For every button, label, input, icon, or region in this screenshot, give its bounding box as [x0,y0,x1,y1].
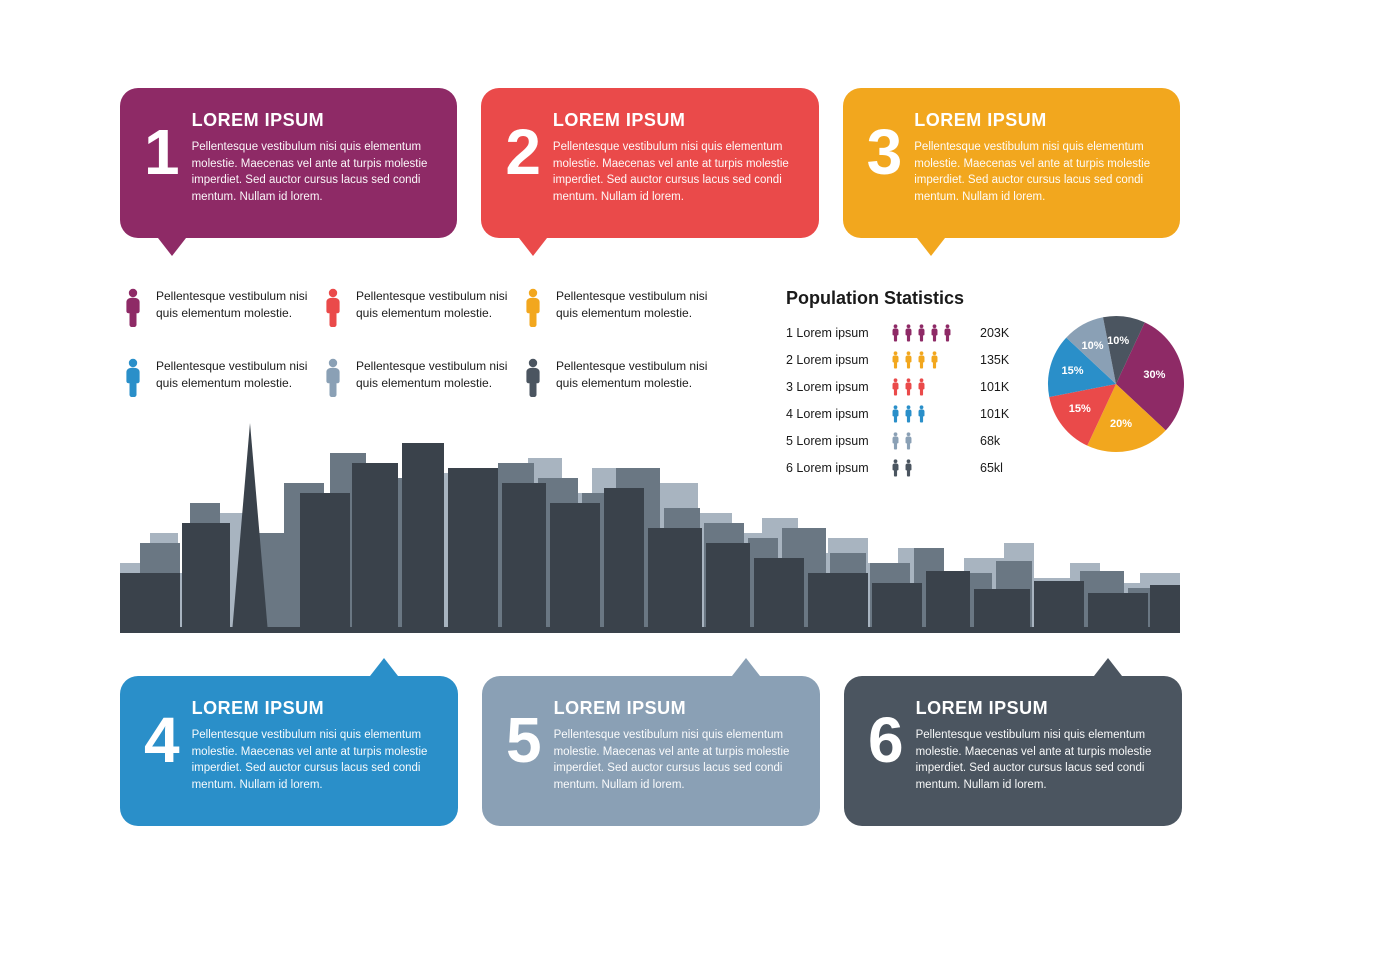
info-card-6: 6 LOREM IPSUM Pellentesque vestibulum ni… [844,676,1182,826]
card-title: LOREM IPSUM [553,110,795,131]
card-number: 2 [505,120,539,184]
card-title: LOREM IPSUM [914,110,1156,131]
card-title: LOREM IPSUM [192,110,434,131]
card-title: LOREM IPSUM [192,698,434,719]
legend-item-4: Pellentesque vestibulum nisi quis elemen… [120,358,310,398]
info-card-3: 3 LOREM IPSUM Pellentesque vestibulum ni… [843,88,1180,238]
legend-grid: Pellentesque vestibulum nisi quis elemen… [120,288,740,398]
legend-text: Pellentesque vestibulum nisi quis elemen… [556,288,710,322]
population-icons [890,324,980,342]
legend-item-5: Pellentesque vestibulum nisi quis elemen… [320,358,510,398]
pie-slice-label: 10% [1107,335,1129,347]
population-value: 135K [980,353,1009,367]
info-card-4: 4 LOREM IPSUM Pellentesque vestibulum ni… [120,676,458,826]
card-number: 5 [506,708,540,772]
info-card-1: 1 LOREM IPSUM Pellentesque vestibulum ni… [120,88,457,238]
card-title: LOREM IPSUM [554,698,796,719]
info-card-5: 5 LOREM IPSUM Pellentesque vestibulum ni… [482,676,820,826]
legend-text: Pellentesque vestibulum nisi quis elemen… [156,358,310,392]
legend-item-3: Pellentesque vestibulum nisi quis elemen… [520,288,710,328]
top-cards-row: 1 LOREM IPSUM Pellentesque vestibulum ni… [120,88,1180,238]
card-number: 6 [868,708,902,772]
legend-text: Pellentesque vestibulum nisi quis elemen… [556,358,710,392]
card-body: Pellentesque vestibulum nisi quis elemen… [916,727,1158,794]
legend-item-1: Pellentesque vestibulum nisi quis elemen… [120,288,310,328]
card-body: Pellentesque vestibulum nisi quis elemen… [192,727,434,794]
card-number: 1 [144,120,178,184]
info-card-2: 2 LOREM IPSUM Pellentesque vestibulum ni… [481,88,818,238]
legend-text: Pellentesque vestibulum nisi quis elemen… [356,358,510,392]
legend-item-2: Pellentesque vestibulum nisi quis elemen… [320,288,510,328]
population-value: 203K [980,326,1009,340]
population-label: 1 Lorem ipsum [786,326,890,340]
card-body: Pellentesque vestibulum nisi quis elemen… [914,139,1156,206]
card-number: 3 [867,120,901,184]
card-body: Pellentesque vestibulum nisi quis elemen… [553,139,795,206]
pie-slice-label: 30% [1143,369,1165,381]
legend-item-6: Pellentesque vestibulum nisi quis elemen… [520,358,710,398]
pie-slice-label: 15% [1069,403,1091,415]
card-body: Pellentesque vestibulum nisi quis elemen… [192,139,434,206]
pie-slice-label: 15% [1061,365,1083,377]
bottom-cards-row: 4 LOREM IPSUM Pellentesque vestibulum ni… [120,676,1182,826]
card-number: 4 [144,708,178,772]
card-title: LOREM IPSUM [916,698,1158,719]
legend-text: Pellentesque vestibulum nisi quis elemen… [356,288,510,322]
pie-slice-label: 10% [1082,340,1104,352]
infographic-container: 1 LOREM IPSUM Pellentesque vestibulum ni… [120,88,1180,398]
population-icons [890,378,980,396]
population-title: Population Statistics [786,288,1186,309]
population-label: 2 Lorem ipsum [786,353,890,367]
card-body: Pellentesque vestibulum nisi quis elemen… [554,727,796,794]
legend-text: Pellentesque vestibulum nisi quis elemen… [156,288,310,322]
population-value: 101K [980,380,1009,394]
population-icons [890,351,980,369]
city-skyline [120,418,1180,633]
population-label: 3 Lorem ipsum [786,380,890,394]
